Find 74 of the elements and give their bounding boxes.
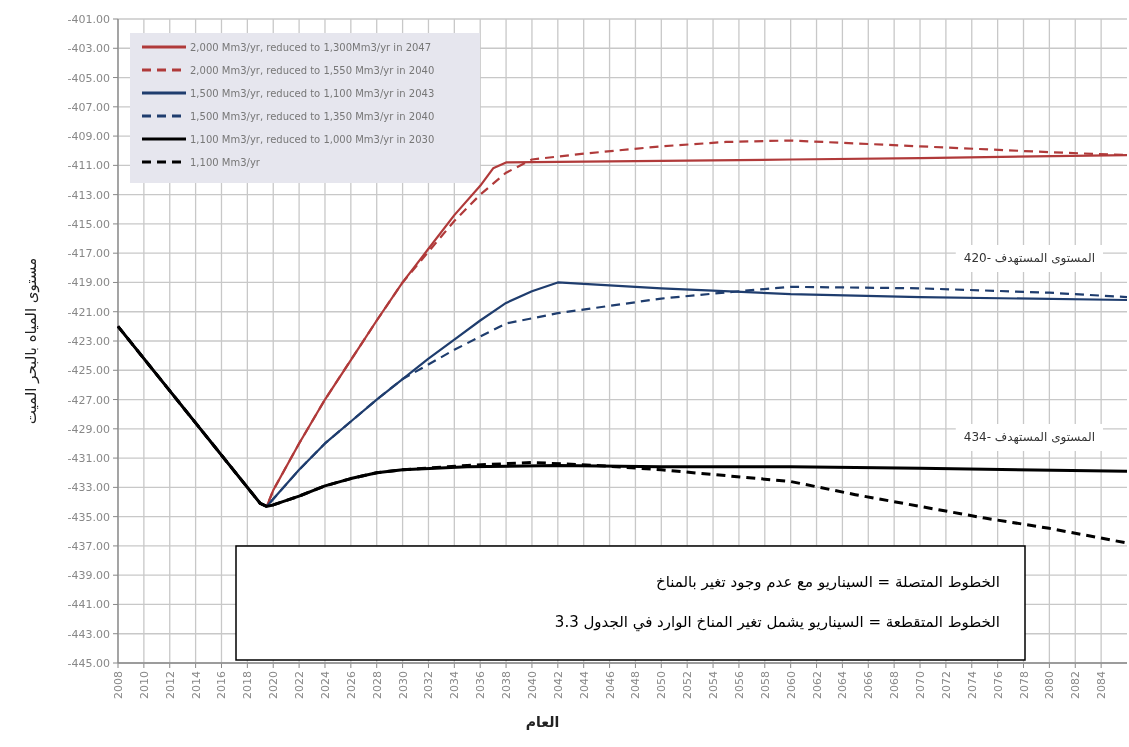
x-tick-label: 2070 [914, 671, 928, 699]
x-axis-title: العام [525, 714, 560, 730]
x-tick-label: 2038 [500, 671, 514, 699]
y-tick-label: -411.00 [67, 159, 110, 173]
x-tick-label: 2008 [112, 671, 125, 699]
annotation: الخطوط المتصلة = السيناريو مع عدم وجود تغير بالمناخ [656, 573, 1000, 591]
x-tick-label: 2012 [163, 671, 177, 699]
x-tick-label: 2058 [758, 671, 772, 699]
x-tick-label: 2020 [267, 671, 281, 699]
x-tick-label: 2010 [137, 671, 151, 699]
x-tick-label: 2056 [732, 671, 746, 699]
x-tick-label: 2034 [448, 671, 462, 699]
y-tick-label: -433.00 [67, 481, 110, 495]
x-tick-label: 2024 [318, 671, 332, 699]
x-tick-label: 2016 [215, 671, 229, 699]
x-tick-label: 2014 [189, 671, 203, 699]
y-tick-label: -419.00 [67, 276, 110, 290]
x-tick-label: 2082 [1069, 671, 1083, 699]
x-tick-label: 2084 [1095, 671, 1109, 699]
x-tick-label: 2068 [888, 671, 902, 699]
x-tick-label: 2040 [525, 671, 539, 699]
y-tick-label: -437.00 [67, 539, 110, 553]
x-tick-label: 2032 [422, 671, 436, 699]
legend-label: 1,500 Mm3/yr, reduced to 1,100 Mm3/yr in 2043 [190, 88, 435, 99]
y-tick-label: -405.00 [67, 71, 110, 85]
x-tick-label: 2052 [681, 671, 695, 699]
x-tick-label: 2080 [1043, 671, 1057, 699]
y-tick-label: -439.00 [67, 569, 110, 583]
x-tick-label: 2044 [577, 671, 591, 699]
x-tick-label: 2028 [370, 671, 384, 699]
y-tick-label: -403.00 [67, 42, 110, 56]
legend-label: 2,000 Mm3/yr, reduced to 1,550 Mm3/yr in 2040 [190, 65, 435, 76]
y-axis-title: مستوى المياه بالبحر الميت [22, 257, 40, 425]
legend-label: 1,100 Mm3/yr [190, 157, 261, 168]
x-tick-label: 2074 [965, 671, 979, 699]
y-tick-label: -425.00 [67, 364, 110, 378]
x-tick-label: 2064 [836, 671, 850, 699]
y-tick-label: -401.00 [67, 13, 110, 26]
x-tick-label: 2022 [293, 671, 307, 699]
y-tick-label: -413.00 [67, 188, 110, 202]
y-tick-label: -431.00 [67, 452, 110, 466]
x-tick-label: 2042 [551, 671, 565, 699]
x-tick-label: 2026 [344, 671, 358, 699]
x-tick-label: 2036 [474, 671, 488, 699]
x-tick-label: 2050 [655, 671, 669, 699]
x-tick-label: 2062 [810, 671, 824, 699]
x-tick-label: 2054 [707, 671, 721, 699]
x-tick-label: 2018 [241, 671, 255, 699]
y-tick-label: -427.00 [67, 393, 110, 407]
legend-label: 2,000 Mm3/yr, reduced to 1,300Mm3/yr in 2047 [190, 42, 432, 53]
annotation: المستوى المستهدف -420 [963, 251, 1095, 266]
y-tick-label: -415.00 [67, 217, 110, 231]
y-tick-label: -435.00 [67, 510, 110, 524]
y-tick-label: -443.00 [67, 627, 110, 641]
legend-label: 1,100 Mm3/yr, reduced to 1,000 Mm3/yr in 2030 [190, 134, 435, 145]
annotation: المستوى المستهدف -434 [963, 430, 1095, 445]
y-tick-label: -407.00 [67, 100, 110, 114]
y-tick-label: -445.00 [67, 657, 110, 670]
x-tick-label: 2076 [991, 671, 1005, 699]
x-tick-label: 2030 [396, 671, 410, 699]
y-tick-label: -429.00 [67, 422, 110, 436]
annotation: الخطوط المتقطعة = السيناريو يشمل تغير المناخ الوارد في الجدول 3.3 [554, 613, 1000, 632]
y-tick-label: -409.00 [67, 130, 110, 144]
y-tick-label: -417.00 [67, 247, 110, 261]
x-tick-label: 2046 [603, 671, 617, 699]
y-tick-label: -421.00 [67, 305, 110, 319]
y-tick-label: -423.00 [67, 335, 110, 348]
x-tick-label: 2048 [629, 671, 643, 699]
y-tick-label: -441.00 [67, 598, 110, 612]
x-tick-label: 2066 [862, 671, 876, 699]
legend-label: 1,500 Mm3/yr, reduced to 1,350 Mm3/yr in 2040 [190, 111, 435, 122]
x-tick-label: 2072 [939, 671, 953, 699]
x-tick-label: 2060 [784, 671, 798, 699]
x-tick-label: 2078 [1017, 671, 1031, 699]
